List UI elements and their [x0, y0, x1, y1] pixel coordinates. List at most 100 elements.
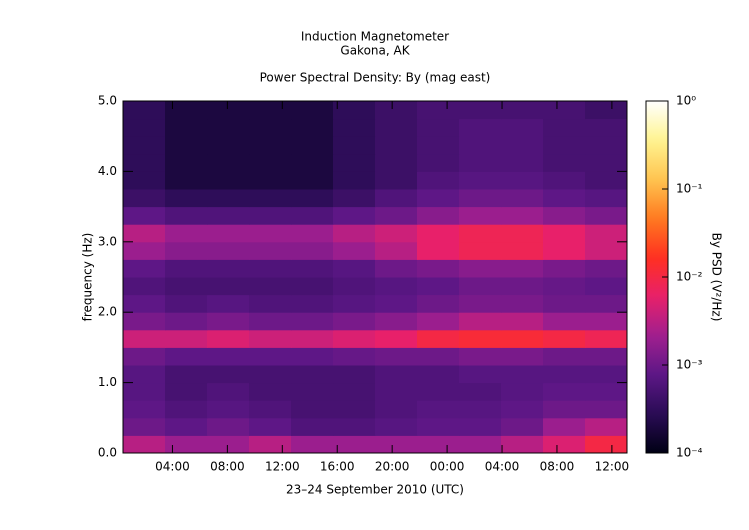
- psd-cell: [459, 153, 502, 172]
- psd-cell: [543, 224, 586, 243]
- psd-cell: [417, 241, 460, 260]
- psd-cell: [123, 435, 166, 454]
- psd-cell: [165, 365, 208, 384]
- psd-cell: [375, 206, 418, 225]
- x-tick-label: 08:00: [540, 460, 575, 474]
- psd-cell: [543, 329, 586, 348]
- psd-cell: [207, 189, 250, 208]
- psd-cell: [123, 171, 166, 190]
- psd-cell: [543, 382, 586, 401]
- psd-cell: [291, 365, 334, 384]
- psd-cell: [291, 241, 334, 260]
- psd-cell: [291, 294, 334, 313]
- psd-cell: [207, 277, 250, 296]
- psd-cell: [291, 312, 334, 331]
- psd-cell: [585, 294, 628, 313]
- psd-cell: [375, 277, 418, 296]
- psd-cell: [165, 189, 208, 208]
- psd-cell: [459, 171, 502, 190]
- psd-cell: [249, 382, 292, 401]
- psd-cell: [417, 206, 460, 225]
- psd-cell: [585, 417, 628, 436]
- psd-cell: [291, 101, 334, 120]
- psd-cell: [375, 329, 418, 348]
- psd-cell: [207, 329, 250, 348]
- psd-cell: [543, 259, 586, 278]
- psd-cell: [249, 189, 292, 208]
- psd-cell: [123, 400, 166, 419]
- psd-cell: [291, 118, 334, 137]
- psd-cell: [207, 224, 250, 243]
- psd-cell: [417, 382, 460, 401]
- psd-cell: [501, 206, 544, 225]
- psd-cell: [165, 400, 208, 419]
- psd-cell: [333, 118, 376, 137]
- psd-cell: [501, 101, 544, 120]
- psd-cell: [165, 171, 208, 190]
- psd-cell: [333, 153, 376, 172]
- psd-cell: [585, 189, 628, 208]
- y-tick-label: 1.0: [98, 375, 117, 389]
- psd-cell: [165, 241, 208, 260]
- psd-cell: [585, 435, 628, 454]
- psd-cell: [165, 118, 208, 137]
- y-tick-label: 4.0: [98, 164, 117, 178]
- colorbar-tick-label: 10⁻³: [676, 358, 703, 372]
- psd-cell: [543, 136, 586, 155]
- psd-cell: [165, 224, 208, 243]
- psd-cell: [459, 189, 502, 208]
- psd-cell: [417, 365, 460, 384]
- y-tick-label: 5.0: [98, 94, 117, 108]
- psd-cell: [333, 365, 376, 384]
- psd-cell: [207, 101, 250, 120]
- psd-cell: [501, 294, 544, 313]
- psd-cell: [291, 206, 334, 225]
- psd-cell: [417, 417, 460, 436]
- psd-cell: [375, 347, 418, 366]
- psd-cell: [459, 365, 502, 384]
- psd-cell: [333, 347, 376, 366]
- psd-cell: [249, 400, 292, 419]
- psd-cell: [417, 294, 460, 313]
- psd-cell: [333, 435, 376, 454]
- psd-cell: [249, 241, 292, 260]
- psd-cell: [375, 294, 418, 313]
- x-tick-label: 20:00: [375, 460, 410, 474]
- psd-cell: [417, 329, 460, 348]
- psd-cell: [459, 435, 502, 454]
- psd-cell: [501, 241, 544, 260]
- psd-cell: [123, 294, 166, 313]
- psd-cell: [543, 294, 586, 313]
- psd-cell: [501, 136, 544, 155]
- psd-cell: [333, 101, 376, 120]
- psd-cell: [459, 224, 502, 243]
- psd-cell: [417, 347, 460, 366]
- psd-cell: [375, 365, 418, 384]
- colorbar-label: By PSD (V²/Hz): [710, 233, 724, 322]
- psd-cell: [333, 136, 376, 155]
- x-tick-label: 12:00: [265, 460, 300, 474]
- psd-cell: [291, 224, 334, 243]
- psd-cell: [165, 347, 208, 366]
- psd-cell: [501, 417, 544, 436]
- psd-cell: [501, 435, 544, 454]
- psd-cell: [333, 294, 376, 313]
- x-tick-label: 04:00: [155, 460, 190, 474]
- psd-cell: [501, 189, 544, 208]
- psd-cell: [123, 153, 166, 172]
- psd-cell: [585, 171, 628, 190]
- psd-cell: [459, 400, 502, 419]
- psd-cell: [249, 171, 292, 190]
- psd-cell: [585, 347, 628, 366]
- psd-cell: [249, 101, 292, 120]
- psd-cell: [207, 365, 250, 384]
- psd-cell: [543, 153, 586, 172]
- psd-cell: [543, 277, 586, 296]
- psd-cell: [207, 206, 250, 225]
- psd-cell: [417, 153, 460, 172]
- x-axis-label: 23–24 September 2010 (UTC): [286, 483, 464, 497]
- psd-cell: [585, 206, 628, 225]
- psd-cell: [165, 382, 208, 401]
- psd-cell: [123, 241, 166, 260]
- psd-cell: [585, 153, 628, 172]
